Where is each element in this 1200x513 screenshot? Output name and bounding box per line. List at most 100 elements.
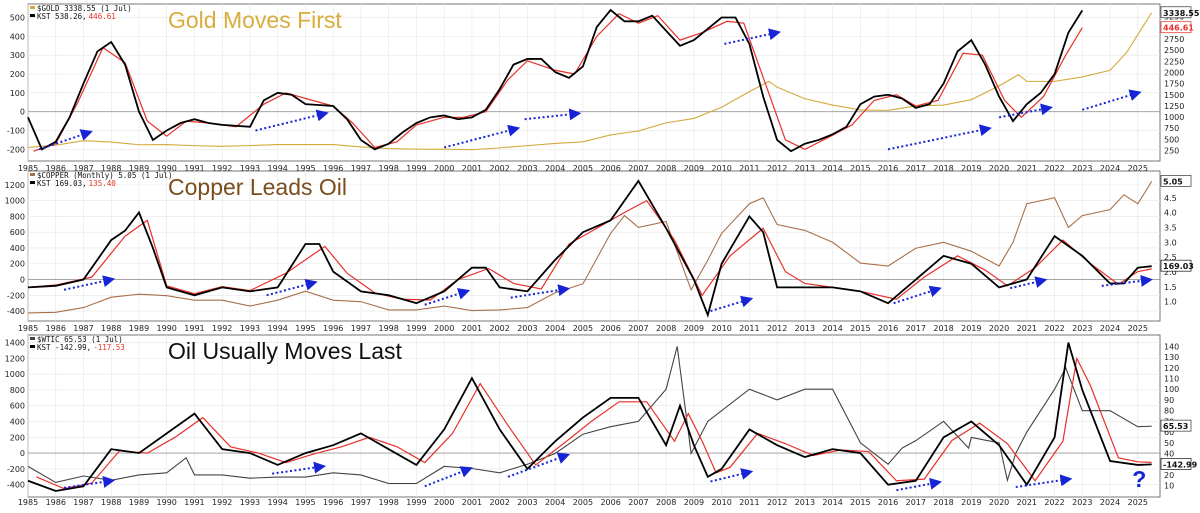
x-tick-label: 2025 [1128, 324, 1148, 333]
legend-swatch-price [30, 173, 35, 176]
panels-layer: 5004003002001000-100-2003250300027502500… [5, 3, 1200, 507]
legend-kst-text: KST 538.26, 446.61 [37, 12, 116, 21]
x-tick-label: 2024 [1100, 324, 1120, 333]
x-tick-label: 2006 [600, 498, 620, 507]
x-tick-label: 2013 [795, 498, 815, 507]
legend-swatch-kst [30, 14, 35, 17]
left-tick-label: 1000 [5, 197, 25, 206]
panel-2: 120010008006004002000-200-4005.04.54.03.… [5, 170, 1194, 333]
right-tick-label: 90 [1164, 396, 1174, 405]
x-tick-label: 2000 [434, 164, 454, 173]
left-tick-label: 0 [20, 449, 25, 458]
x-tick-label: 2002 [489, 164, 509, 173]
right-tick-label: 1250 [1164, 102, 1184, 111]
x-tick-label: 2011 [739, 498, 759, 507]
x-tick-label: 2017 [906, 164, 926, 173]
x-tick-label: 1995 [295, 164, 315, 173]
left-tick-label: 800 [10, 212, 25, 221]
right-tick-label: 120 [1164, 364, 1179, 373]
x-tick-label: 1989 [129, 164, 149, 173]
x-tick-label: 1998 [379, 324, 399, 333]
x-tick-label: 2015 [850, 498, 870, 507]
x-tick-label: 1989 [129, 324, 149, 333]
x-tick-label: 1991 [184, 324, 204, 333]
right-tick-label: 10 [1164, 482, 1174, 491]
trend-arrow [887, 124, 992, 151]
x-tick-label: 1990 [157, 164, 177, 173]
left-tick-label: 0 [20, 276, 25, 285]
x-tick-label: 2021 [1017, 324, 1037, 333]
x-tick-label: 2012 [767, 164, 787, 173]
right-tick-label: 4.0 [1164, 209, 1177, 218]
legend-price-text: $WTIC 65.53 (1 Jul) [37, 335, 123, 344]
left-tick-label: 500 [10, 14, 25, 23]
left-tick-label: 200 [10, 70, 25, 79]
x-tick-label: 2023 [1072, 498, 1092, 507]
left-tick-label: -200 [7, 145, 25, 154]
x-tick-label: 2009 [684, 324, 704, 333]
x-tick-label: 1990 [157, 324, 177, 333]
price-line [27, 346, 1152, 485]
x-tick-label: 2017 [906, 498, 926, 507]
x-tick-label: 2013 [795, 324, 815, 333]
left-tick-label: 400 [10, 244, 25, 253]
x-tick-label: 2011 [739, 164, 759, 173]
x-tick-label: 1990 [157, 498, 177, 507]
legend-swatch-kst [30, 181, 35, 184]
x-tick-label: 1986 [46, 498, 66, 507]
left-tick-label: 400 [10, 32, 25, 41]
trend-arrow [255, 109, 329, 132]
trend-arrow [510, 284, 571, 299]
x-tick-label: 2001 [462, 324, 482, 333]
x-tick-label: 2009 [684, 164, 704, 173]
x-tick-label: 1985 [18, 324, 38, 333]
kst-value-badge [1160, 21, 1192, 34]
right-tick-label: 20 [1164, 471, 1174, 480]
x-tick-label: 2022 [1044, 498, 1064, 507]
right-tick-label: 40 [1164, 450, 1174, 459]
x-tick-label: 1991 [184, 498, 204, 507]
trend-arrow [998, 103, 1053, 119]
kst-value-label: 169.03 [1163, 262, 1194, 271]
x-tick-label: 1986 [46, 164, 66, 173]
left-tick-label: 200 [10, 260, 25, 269]
left-tick-label: 400 [10, 418, 25, 427]
kst-value-badge [1160, 458, 1192, 470]
x-tick-label: 1989 [129, 498, 149, 507]
right-tick-label: 250 [1164, 147, 1179, 156]
right-tick-label: 3.0 [1164, 238, 1177, 247]
panel-title: Oil Usually Moves Last [168, 338, 403, 364]
right-tick-label: 80 [1164, 407, 1174, 416]
x-tick-label: 2001 [462, 164, 482, 173]
right-tick-label: 110 [1164, 375, 1179, 384]
x-tick-label: 2018 [933, 324, 953, 333]
price-value-badge [1160, 175, 1192, 187]
x-tick-label: 2004 [545, 164, 565, 173]
x-tick-label: 1999 [406, 324, 426, 333]
right-tick-label: 1000 [1164, 113, 1184, 122]
x-tick-label: 1994 [268, 164, 288, 173]
legend-swatch-price [30, 337, 35, 340]
kst-line [27, 342, 1152, 492]
trend-arrow [893, 285, 942, 305]
x-tick-label: 2008 [656, 324, 676, 333]
x-tick-label: 1997 [351, 324, 371, 333]
x-tick-label: 2019 [961, 498, 981, 507]
right-tick-label: 2750 [1164, 35, 1184, 44]
x-tick-label: 2003 [517, 164, 537, 173]
left-tick-label: -200 [7, 465, 25, 474]
x-tick-label: 1996 [323, 324, 343, 333]
right-tick-label: 130 [1164, 353, 1179, 362]
legend-kst-text: KST -142.99, -117.53 [37, 343, 125, 352]
x-tick-label: 2018 [933, 498, 953, 507]
right-tick-label: 2000 [1164, 68, 1184, 77]
trend-arrow [266, 278, 318, 297]
x-tick-label: 2016 [878, 164, 898, 173]
right-tick-label: 500 [1164, 135, 1179, 144]
x-tick-label: 1988 [101, 498, 121, 507]
x-tick-label: 2007 [628, 324, 648, 333]
x-tick-label: 1993 [240, 324, 260, 333]
left-tick-label: 0 [20, 108, 25, 117]
x-tick-label: 2010 [711, 324, 731, 333]
legend-swatch-price [30, 6, 35, 9]
